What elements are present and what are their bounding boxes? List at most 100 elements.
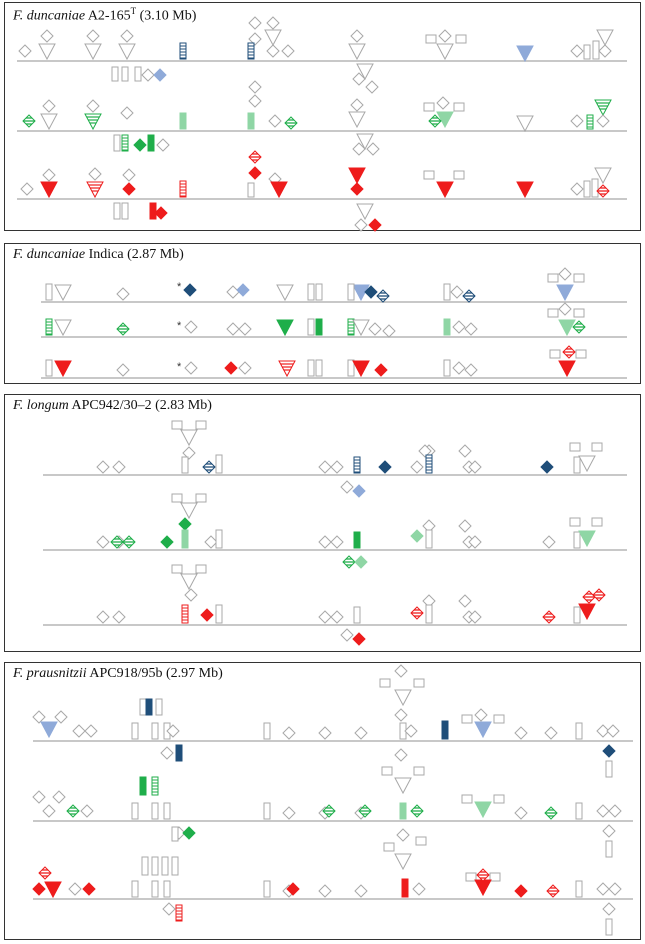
diamond-shape: [330, 535, 344, 549]
gene-box-glyph: [149, 202, 157, 220]
gene-box-shape: [45, 359, 53, 377]
gene-box-shape: [171, 856, 179, 876]
diamond-glyph: [32, 882, 46, 896]
tilted-box-glyph: [413, 766, 425, 776]
diamond-shape: [120, 106, 134, 120]
gene-box-shape: [45, 318, 53, 336]
strain-name: A2-165: [87, 8, 131, 24]
triangle-glyph: [40, 113, 58, 131]
diamond-glyph: [122, 535, 136, 549]
triangle-glyph: [54, 319, 72, 337]
diamond-glyph: [352, 142, 366, 156]
tilted-box-glyph: [461, 714, 473, 724]
tilted-box-glyph: [455, 34, 467, 44]
diamond-glyph: [226, 285, 240, 299]
diamond-glyph: [116, 287, 130, 301]
gene-box-shape: [139, 776, 147, 796]
diamond-glyph: [602, 744, 616, 758]
diamond-glyph: [342, 555, 356, 569]
diamond-glyph: [122, 182, 136, 196]
diamond-glyph: [82, 882, 96, 896]
diamond-glyph: [154, 206, 168, 220]
triangle-shape: [578, 455, 596, 473]
diamond-shape: [122, 182, 136, 196]
diamond-shape: [418, 444, 432, 458]
diamond-shape: [558, 302, 572, 316]
triangle-shape: [352, 360, 370, 378]
diamond-shape: [42, 804, 56, 818]
diamond-shape: [354, 218, 368, 232]
diamond-glyph: [184, 361, 198, 375]
gene-box-shape: [163, 880, 171, 898]
diamond-glyph: [141, 68, 155, 82]
genome-size: (2.83 Mb): [155, 398, 212, 413]
diamond-glyph: [458, 519, 472, 533]
gene-box-shape: [161, 856, 169, 876]
triangle-shape: [54, 360, 72, 378]
triangle-glyph: [516, 181, 534, 199]
gene-box-shape: [131, 802, 139, 820]
gene-box-shape: [315, 318, 323, 336]
diamond-glyph: [394, 748, 408, 762]
gene-box-glyph: [141, 856, 149, 876]
gene-box-shape: [425, 529, 433, 549]
diamond-glyph: [514, 806, 528, 820]
gene-box-glyph: [575, 802, 583, 820]
triangle-shape: [436, 111, 454, 129]
diamond-shape: [40, 29, 54, 43]
gene-box-shape: [263, 802, 271, 820]
diamond-glyph: [183, 283, 197, 297]
gene-box-glyph: [592, 40, 600, 60]
diamond-glyph: [606, 724, 620, 738]
diamond-glyph: [68, 882, 82, 896]
diamond-shape: [96, 460, 110, 474]
gene-box-shape: [179, 112, 187, 130]
gene-box-glyph: [425, 604, 433, 624]
diamond-glyph: [22, 114, 36, 128]
gene-box-glyph: [583, 180, 591, 198]
tilted-box-glyph: [423, 102, 435, 112]
diamond-glyph: [204, 535, 218, 549]
species-name: F. duncaniae: [13, 247, 86, 262]
diamond-shape: [96, 610, 110, 624]
gene-box-glyph: [151, 880, 159, 898]
triangle-glyph: [436, 111, 454, 129]
diamond-shape: [42, 99, 56, 113]
diamond-shape: [248, 16, 262, 30]
diamond-shape: [396, 828, 410, 842]
triangle-glyph: [594, 167, 612, 185]
diamond-glyph: [96, 535, 110, 549]
diamond-glyph: [266, 16, 280, 30]
diamond-glyph: [378, 460, 392, 474]
tilted-box-glyph: [575, 349, 587, 359]
triangle-glyph: [40, 721, 58, 739]
species-name: F. prausnitzii: [13, 666, 87, 681]
gene-box-shape: [575, 880, 583, 898]
diamond-glyph: [32, 790, 46, 804]
triangle-glyph: [516, 45, 534, 63]
tilted-box-glyph: [423, 170, 435, 180]
triangle-glyph: [54, 284, 72, 302]
gene-box-shape: [347, 283, 355, 301]
diamond-glyph: [542, 610, 556, 624]
diamond-glyph: [358, 804, 372, 818]
diamond-glyph: [352, 632, 366, 646]
triangle-glyph: [180, 573, 198, 591]
triangle-shape: [180, 502, 198, 520]
diamond-shape: [570, 114, 584, 128]
diamond-glyph: [596, 184, 610, 198]
gene-box-glyph: [441, 720, 449, 740]
diamond-glyph: [514, 884, 528, 898]
diamond-shape: [54, 710, 68, 724]
triangle-shape: [474, 879, 492, 897]
triangle-glyph: [356, 63, 374, 81]
diamond-glyph: [20, 182, 34, 196]
diamond-shape: [544, 726, 558, 740]
diamond-glyph: [570, 114, 584, 128]
diamond-shape: [608, 882, 622, 896]
gene-box-shape: [583, 180, 591, 198]
gene-box-glyph: [575, 880, 583, 898]
diamond-glyph: [266, 44, 280, 58]
diamond-glyph: [178, 517, 192, 531]
tilted-box-glyph: [573, 273, 585, 283]
